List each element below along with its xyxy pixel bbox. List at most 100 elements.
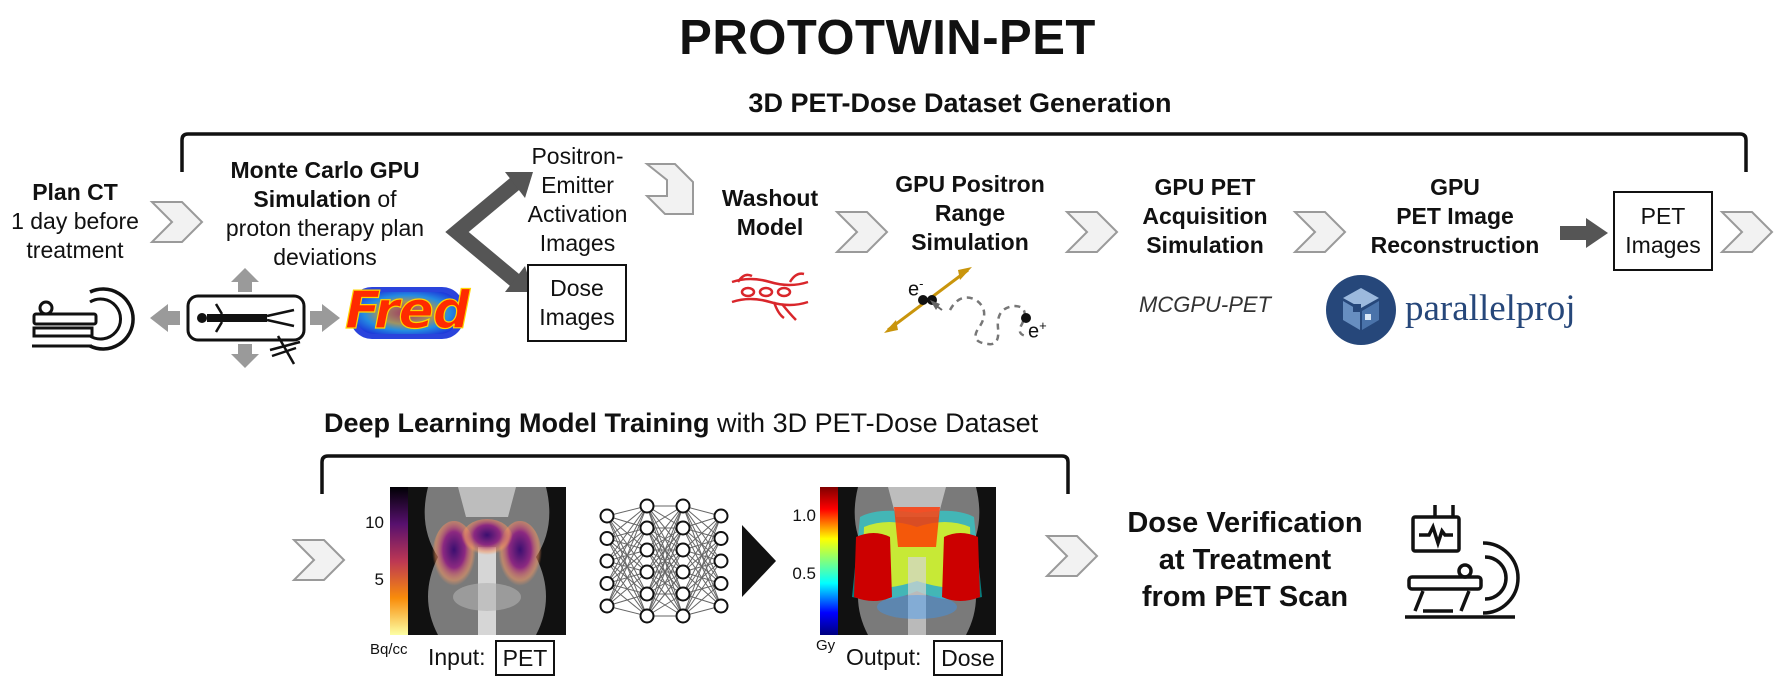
nn-edge xyxy=(682,560,722,617)
nn-node xyxy=(639,564,655,580)
positron-line2: Emitter xyxy=(541,172,614,198)
nn-node xyxy=(599,598,615,614)
chevron-arrow-icon xyxy=(644,163,694,215)
chevron-arrow-icon xyxy=(1292,211,1347,253)
pet-acq-line3: Simulation xyxy=(1146,232,1264,258)
verification-line2: at Treatment xyxy=(1158,544,1332,576)
arrow-right-icon xyxy=(1560,218,1608,248)
nn-edge xyxy=(682,515,722,573)
monte-carlo-line2: Simulation of xyxy=(205,185,445,214)
pet-ct-image xyxy=(408,487,566,635)
pet-unit-label: Bq/cc xyxy=(370,641,408,658)
nn-node xyxy=(639,498,655,514)
nn-node xyxy=(639,520,655,536)
nn-node xyxy=(675,520,691,536)
electron-sup: - xyxy=(919,276,924,291)
inference-arrow-icon xyxy=(742,525,776,597)
nn-node xyxy=(675,608,691,624)
monte-carlo-line3: proton therapy plan xyxy=(225,215,425,241)
nn-node xyxy=(639,542,655,558)
positron-emitter-label: Positron- Emitter Activation Images xyxy=(510,142,645,258)
electron-symbol: e xyxy=(908,278,920,301)
plan-ct-line2: 1 day before xyxy=(11,208,139,234)
dose-images-line2: Images xyxy=(539,304,615,330)
pet-acquisition-label: GPU PET Acquisition Simulation xyxy=(1120,173,1290,260)
ct-scanner-icon xyxy=(32,287,135,351)
nn-edge xyxy=(606,505,648,607)
monte-carlo-line1: Monte Carlo GPU xyxy=(230,157,420,183)
positron-line1: Positron- xyxy=(531,143,624,169)
pet-recon-line1: GPU xyxy=(1430,174,1480,200)
pet-tick-5: 5 xyxy=(374,570,384,589)
dose-ct-image xyxy=(838,487,996,635)
positron-annihilation-icon xyxy=(884,267,1031,346)
nn-node xyxy=(599,553,615,569)
nn-node xyxy=(675,542,691,558)
output-dose-box-label: Dose xyxy=(941,644,995,671)
fred-logo-text: Fred xyxy=(345,281,471,341)
positron-range-label: GPU Positron Range Simulation xyxy=(880,170,1060,257)
positron-range-line1: GPU Positron xyxy=(895,171,1045,197)
output-prefix: Output: xyxy=(846,644,922,670)
parallelproj-label: parallelproj xyxy=(1405,288,1576,329)
nn-edge xyxy=(606,571,648,607)
verification-line1: Dose Verification xyxy=(1127,507,1363,539)
nn-edge xyxy=(646,527,684,617)
dose-tick-1-0: 1.0 xyxy=(792,506,816,525)
pet-acq-line2: Acquisition xyxy=(1142,203,1268,229)
nn-edge xyxy=(606,505,648,562)
nn-edge xyxy=(682,583,722,617)
branch-arrow-icon xyxy=(445,172,533,292)
pet-recon-line2: PET Image xyxy=(1396,203,1514,229)
positron-range-line3: Simulation xyxy=(911,229,1029,255)
nn-node xyxy=(713,576,729,591)
chevron-arrow-icon xyxy=(1719,211,1774,253)
page-title: PROTOTWIN-PET xyxy=(679,11,1096,65)
pet-acq-line1: GPU PET xyxy=(1154,174,1256,200)
blood-vessel-icon xyxy=(731,272,809,321)
input-pet-box: PET xyxy=(495,640,555,676)
nn-edge xyxy=(646,505,684,595)
nn-node xyxy=(599,576,615,591)
positron-line3: Activation xyxy=(527,201,628,227)
nn-edge xyxy=(646,505,684,573)
nn-node xyxy=(599,508,615,524)
neural-network-icon xyxy=(599,498,729,624)
nn-node xyxy=(675,564,691,580)
bottom-heading-rest: with 3D PET-Dose Dataset xyxy=(709,408,1039,438)
nn-node xyxy=(713,553,729,569)
monte-carlo-line4: deviations xyxy=(273,244,377,270)
nn-node xyxy=(639,608,655,624)
pet-images-line2: Images xyxy=(1625,232,1701,258)
nn-edge xyxy=(646,571,684,617)
positron-symbol-label: e+ xyxy=(1028,318,1047,344)
pet-colorbar xyxy=(390,487,408,635)
pet-images-box: PET Images xyxy=(1613,191,1713,271)
positron-sup: + xyxy=(1039,318,1047,333)
monte-carlo-label: Monte Carlo GPU Simulation of proton the… xyxy=(205,156,445,272)
nn-edge xyxy=(646,505,684,551)
mcgpu-pet-label: MCGPU-PET xyxy=(1139,292,1271,317)
nn-node xyxy=(675,586,691,602)
nn-node xyxy=(713,508,729,524)
input-prefix: Input: xyxy=(428,644,486,670)
positron-symbol: e xyxy=(1028,320,1040,343)
bottom-heading-bold: Deep Learning Model Training xyxy=(324,408,710,438)
plan-ct-title: Plan CT xyxy=(32,179,118,205)
pet-scanner-icon xyxy=(1405,505,1520,619)
monte-carlo-line2-rest: of xyxy=(370,186,397,212)
chevron-arrow-icon xyxy=(834,211,889,253)
dose-images-box: Dose Images xyxy=(527,264,627,342)
verification-line3: from PET Scan xyxy=(1141,581,1349,613)
nn-edge xyxy=(682,515,722,595)
nn-edge xyxy=(606,549,648,607)
output-dose-box: Dose xyxy=(933,640,1003,676)
dose-colorbar xyxy=(820,487,838,635)
nn-edge xyxy=(606,505,648,584)
chevron-arrow-icon xyxy=(291,539,346,581)
nn-edge xyxy=(646,549,684,617)
washout-label: Washout Model xyxy=(700,184,840,242)
pet-images-line1: PET xyxy=(1640,203,1686,229)
patient-deviation-icon xyxy=(150,268,340,368)
